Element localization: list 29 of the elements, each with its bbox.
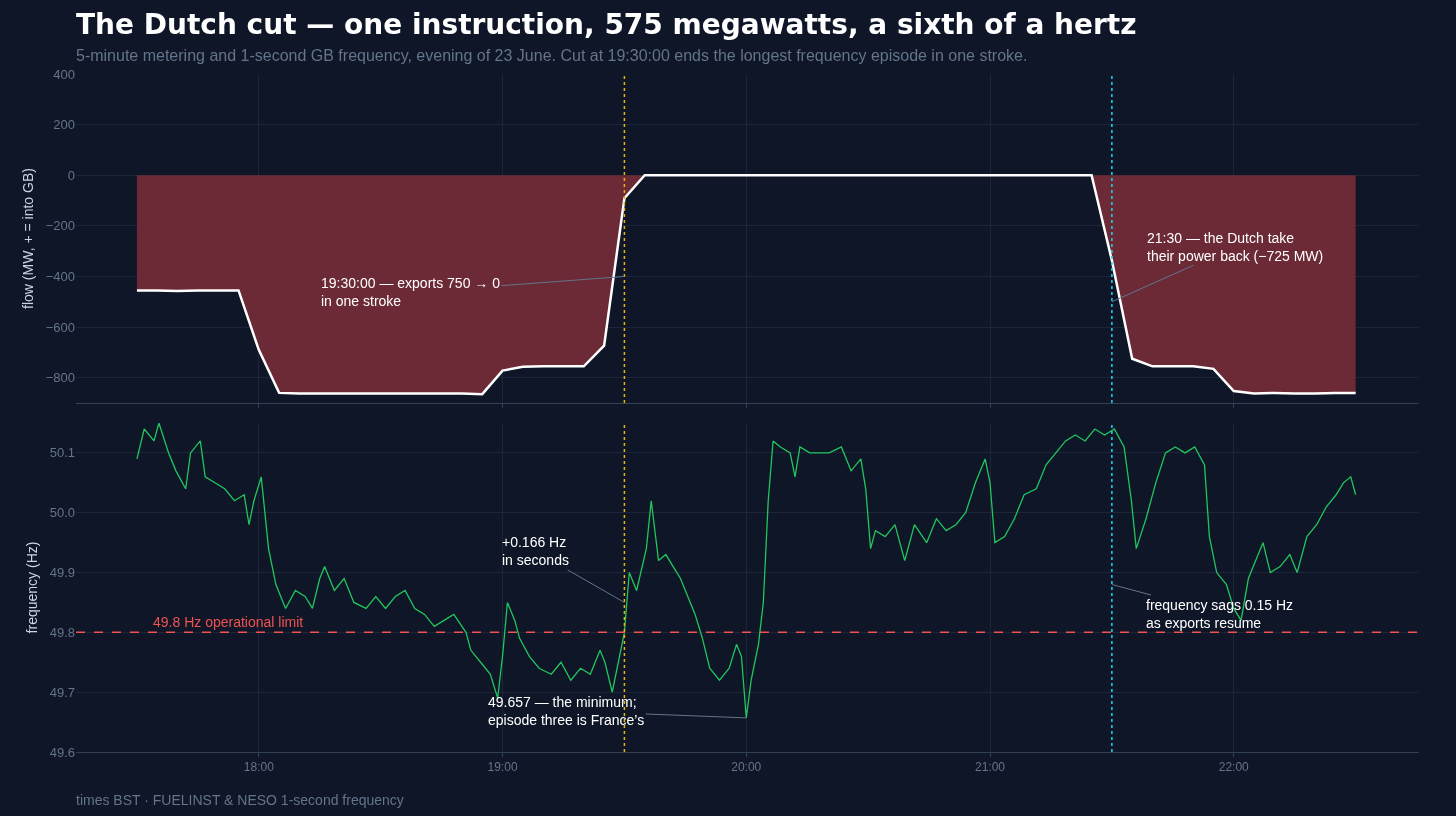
y-axis-title: frequency (Hz)	[24, 541, 41, 634]
annotation: 21:30 — the Dutch take their power back (−725 MW)	[1147, 230, 1324, 265]
y-tick-label: 200	[53, 117, 75, 133]
chart-subtitle: 5-minute metering and 1-second GB frequency, evening of 23 June. Cut at 19:30:00 ends the longest frequency episode in one stroke.	[76, 47, 1028, 65]
y-axis-title: flow (MW, + = into GB)	[20, 168, 37, 309]
chart-title: The Dutch cut — one instruction, 575 megawatts, a sixth of a hertz	[76, 8, 1137, 41]
x-tick-label: 22:00	[1218, 760, 1250, 775]
x-tick-label: 21:00	[975, 760, 1006, 775]
y-tick-label: 49.9	[49, 565, 75, 581]
y-tick-label: −800	[45, 370, 75, 386]
x-tick-label: 20:00	[731, 760, 762, 775]
annotation: 49.657 — the minimum; episode three is France’s	[488, 694, 645, 729]
x-tick-label: 18:00	[243, 760, 275, 775]
y-tick-label: 0	[67, 167, 75, 183]
annotation: 19:30:00 — exports 750 → 0 in one stroke	[321, 275, 501, 310]
annotation: frequency sags 0.15 Hz as exports resume	[1146, 597, 1294, 632]
y-tick-label: −600	[45, 319, 75, 335]
y-tick-label: 400	[53, 66, 75, 82]
y-tick-label: 49.7	[49, 684, 75, 700]
y-tick-label: −400	[45, 269, 75, 285]
y-tick-label: 49.8	[49, 624, 75, 640]
text: times BST · FUELINST & NESO 1-second frequency	[76, 792, 404, 808]
y-tick-label: −200	[45, 218, 75, 234]
x-tick-label: 19:00	[487, 760, 518, 775]
y-tick-label: 49.6	[49, 744, 75, 760]
ref-line-label: 49.8 Hz operational limit	[153, 614, 304, 630]
annotation: +0.166 Hz in seconds	[502, 534, 569, 569]
y-tick-label: 50.1	[49, 445, 75, 461]
y-tick-label: 50.0	[49, 505, 75, 521]
